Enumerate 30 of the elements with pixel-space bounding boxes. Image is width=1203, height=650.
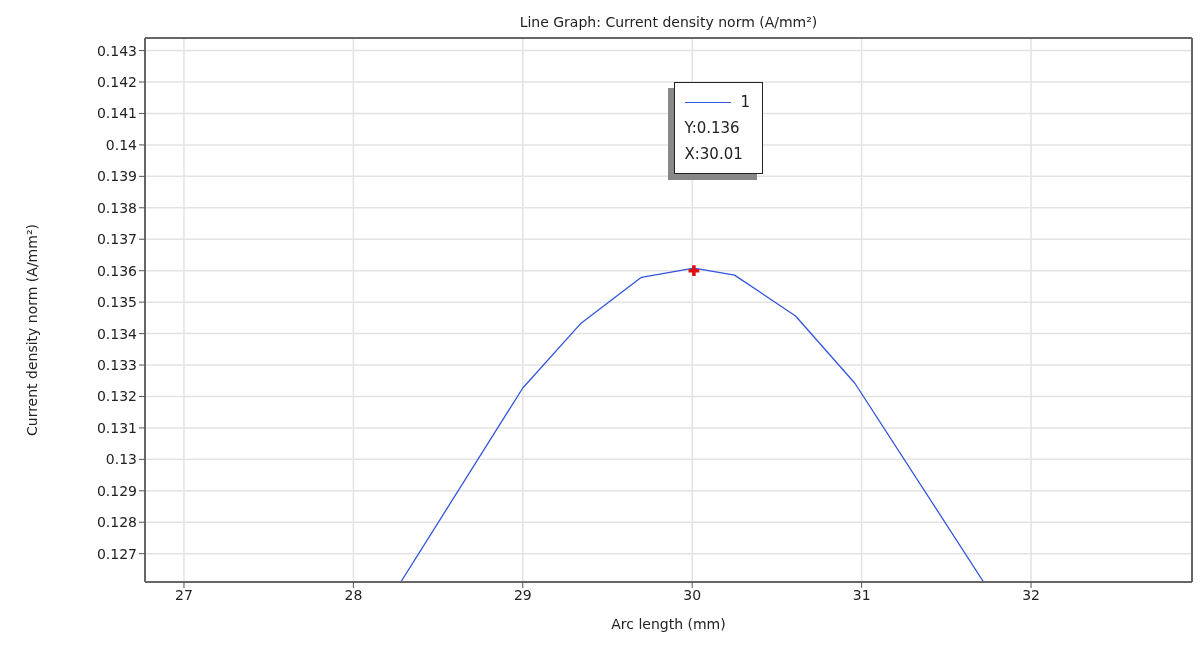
y-tick-label: 0.135 (96, 294, 137, 311)
y-tick-label: 0.128 (96, 514, 137, 531)
y-tick-label: 0.136 (96, 262, 138, 279)
y-tick-label: 0.141 (96, 105, 137, 122)
x-tick-label: 32 (1022, 586, 1040, 603)
y-tick-label: 0.138 (96, 199, 137, 216)
y-tick-label: 0.13 (105, 451, 137, 468)
y-tick-label: 0.129 (96, 482, 137, 499)
y-tick-label: 0.132 (96, 388, 137, 405)
x-axis-title: Arc length (mm) (610, 616, 727, 632)
y-tick-label: 0.143 (96, 42, 137, 59)
y-tick-label: 0.14 (105, 136, 138, 153)
x-tick-label: 29 (513, 586, 532, 603)
legend-label: 1 (740, 92, 751, 113)
y-tick-label: 0.134 (96, 325, 138, 342)
chart-title: Line Graph: Current density norm (A/mm²) (518, 14, 819, 30)
annotation: Y:0.136 (684, 118, 741, 139)
y-axis-title: Current density norm (A/mm²) (24, 223, 40, 436)
y-tick-label: 0.133 (96, 357, 137, 373)
y-tick-label: 0.137 (96, 231, 137, 248)
y-tick-label: 0.131 (96, 419, 137, 436)
y-tick-label: 0.139 (96, 168, 137, 185)
x-tick-label: 30 (683, 586, 702, 603)
x-tick-label: 27 (175, 586, 193, 603)
y-tick-label: 0.127 (96, 545, 137, 562)
annotation: X:30.01 (684, 144, 744, 165)
x-tick-label: 31 (852, 586, 871, 603)
line-series (400, 267, 985, 582)
y-tick-label: 0.142 (96, 73, 137, 90)
x-tick-label: 28 (344, 586, 363, 603)
